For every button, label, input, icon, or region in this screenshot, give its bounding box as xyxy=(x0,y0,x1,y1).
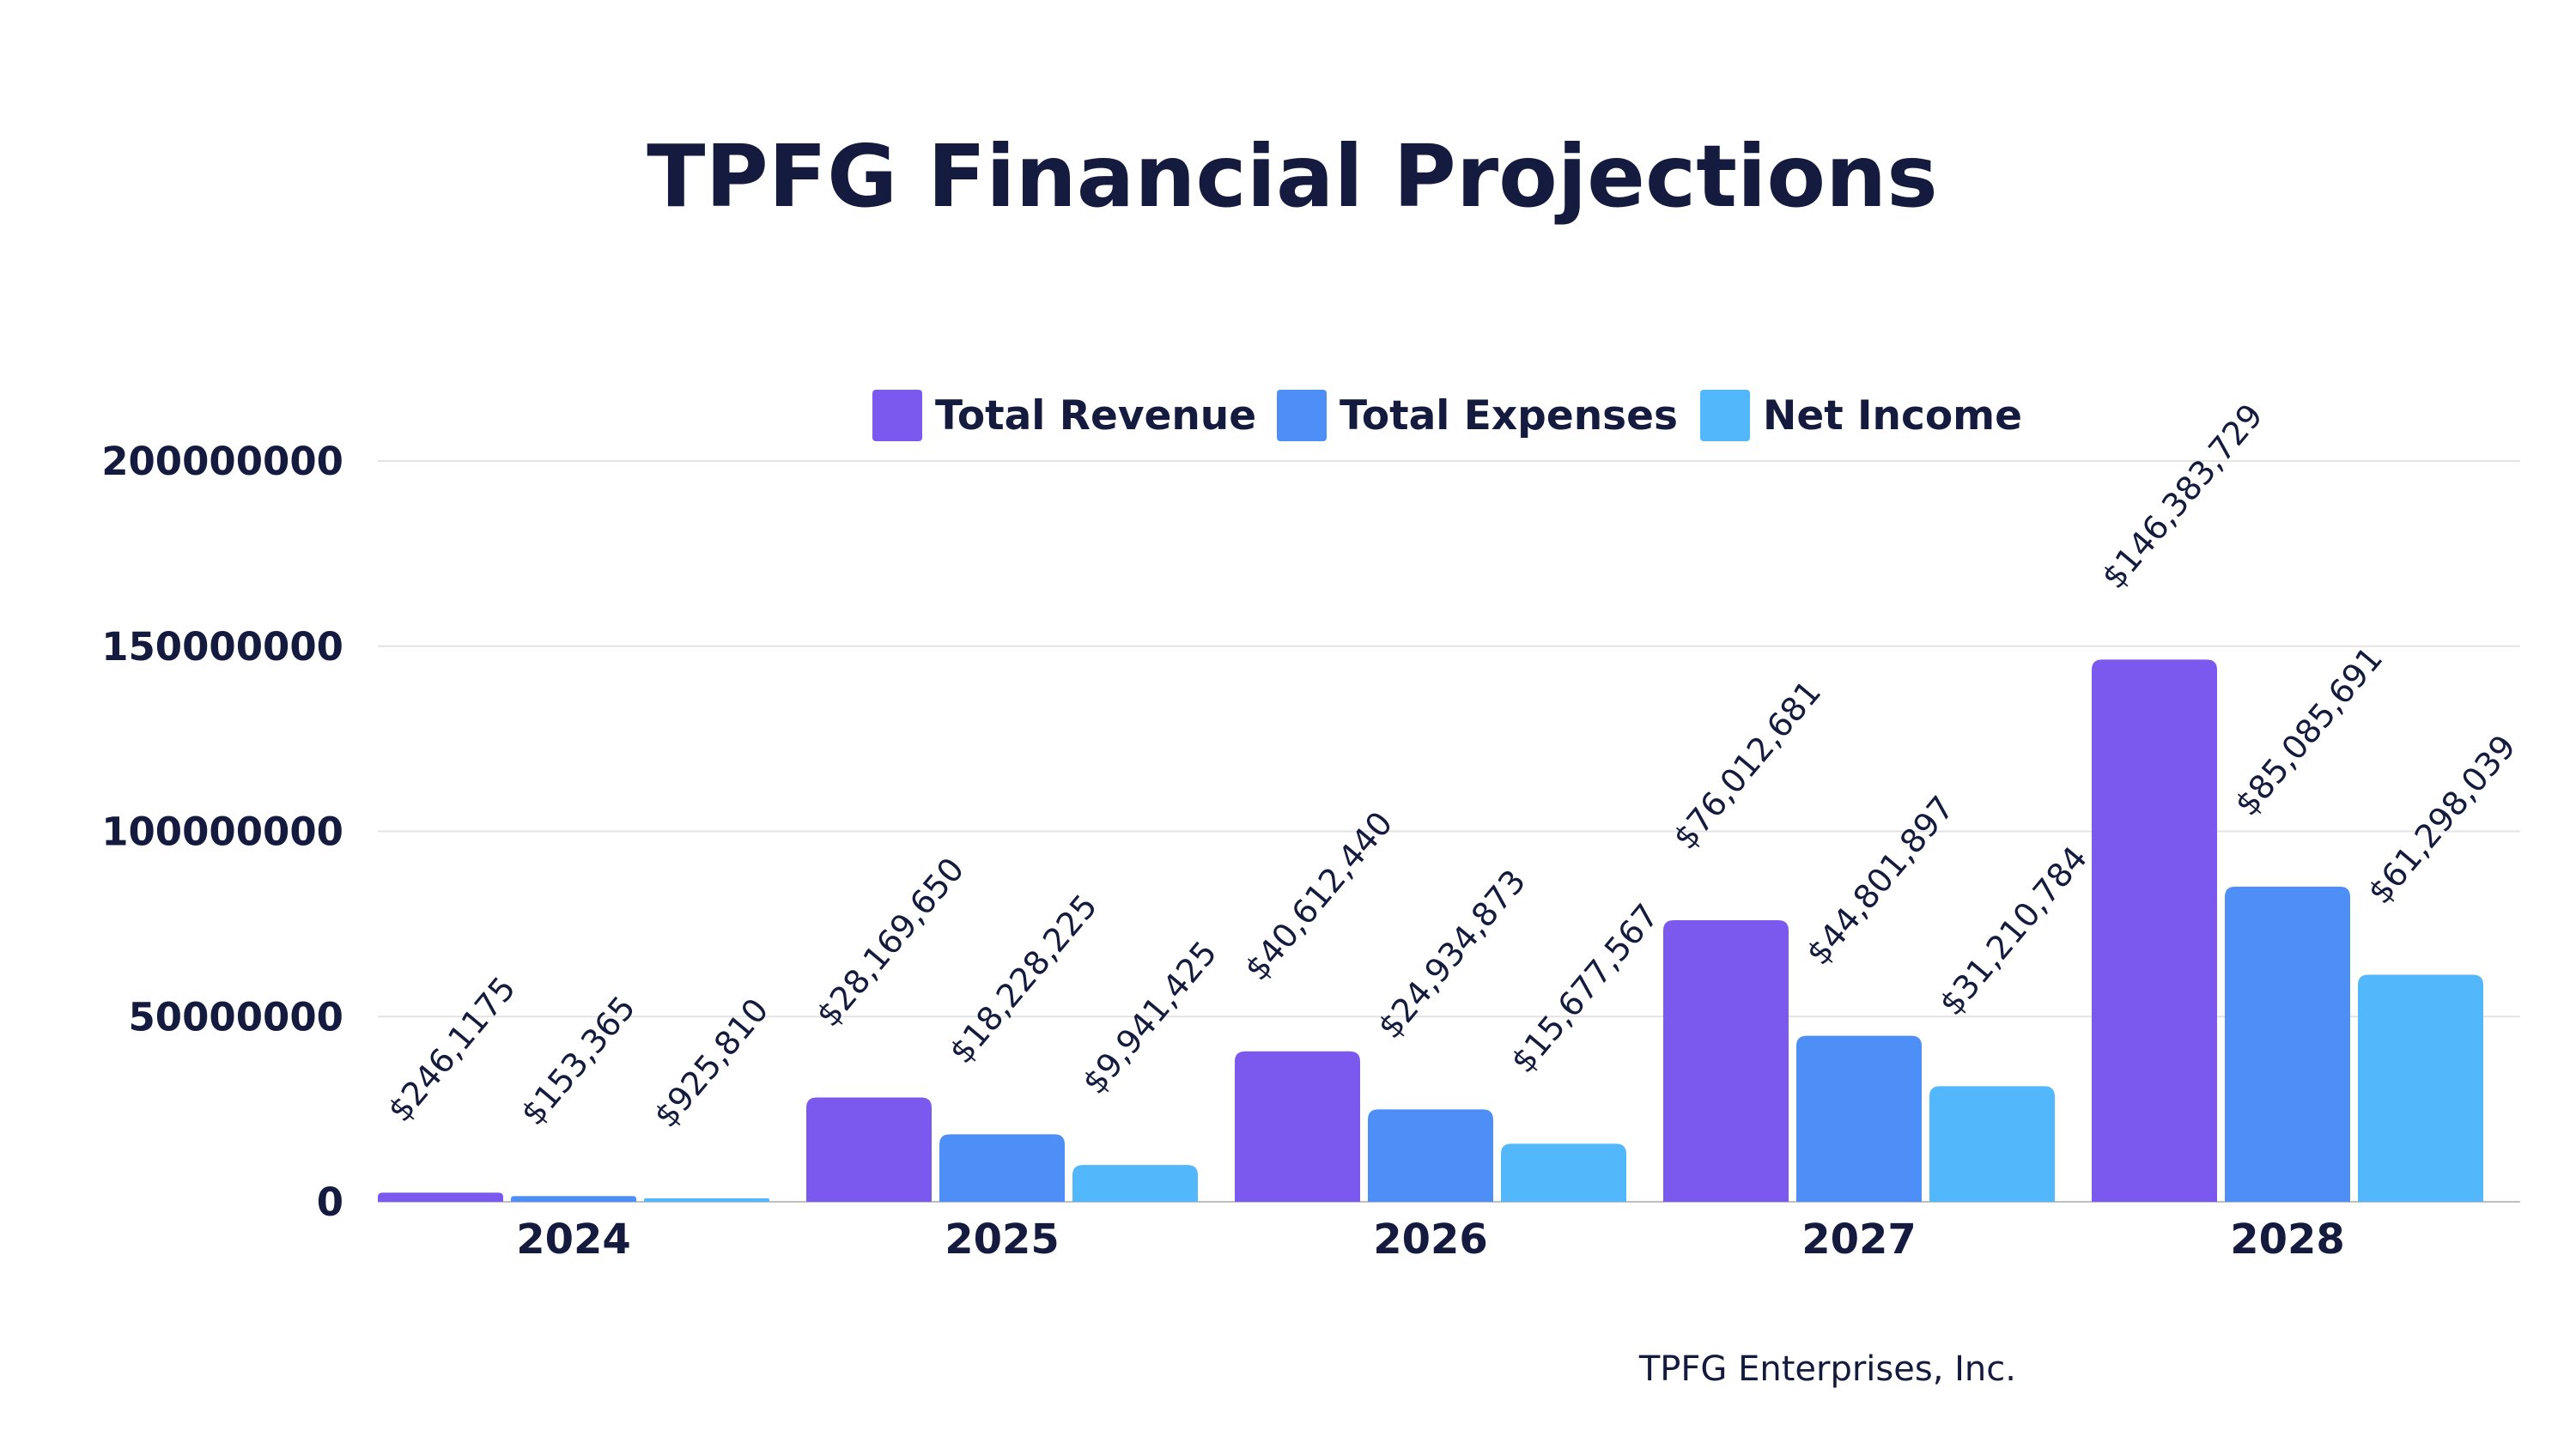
bar xyxy=(2092,659,2217,1202)
y-axis: 0 50000000 100000000 150000000 200000000 xyxy=(101,439,343,1225)
legend-label: Total Expenses xyxy=(1340,392,1678,440)
x-tick-label: 2025 xyxy=(945,1216,1060,1264)
bar xyxy=(806,1097,932,1202)
legend-label: Total Revenue xyxy=(935,392,1256,440)
data-label: $24,934,873 xyxy=(1370,863,1533,1046)
data-label: $18,228,225 xyxy=(942,888,1104,1070)
footer-text: TPFG Enterprises, Inc. xyxy=(1638,1349,2016,1389)
bar xyxy=(2358,974,2483,1202)
bar xyxy=(511,1196,636,1202)
legend-swatch xyxy=(872,390,922,441)
data-label: $15,677,567 xyxy=(1504,897,1666,1080)
y-tick-label: 200000000 xyxy=(101,439,343,484)
y-tick-label: 100000000 xyxy=(101,809,343,855)
bar xyxy=(1072,1165,1198,1202)
bar xyxy=(1501,1143,1626,1202)
bars xyxy=(378,659,2483,1202)
bar xyxy=(644,1198,769,1202)
x-tick-label: 2027 xyxy=(1801,1216,1917,1264)
legend-label: Net Income xyxy=(1763,392,2022,440)
data-label: $61,298,039 xyxy=(2360,728,2523,911)
data-label: $925,810 xyxy=(647,991,775,1135)
data-label: $146,383,729 xyxy=(2094,397,2270,596)
y-tick-label: 50000000 xyxy=(129,994,344,1040)
x-tick-label: 2026 xyxy=(1373,1216,1488,1264)
bar xyxy=(1796,1035,1922,1202)
data-label: $76,012,681 xyxy=(1666,673,1828,856)
legend: Total Revenue Total Expenses Net Income xyxy=(872,390,2022,441)
x-tick-label: 2024 xyxy=(516,1216,631,1264)
data-label: $44,801,897 xyxy=(1799,789,1961,972)
bar xyxy=(1368,1109,1493,1202)
data-label: $9,941,425 xyxy=(1075,934,1224,1101)
bar xyxy=(378,1192,503,1202)
x-tick-label: 2028 xyxy=(2230,1216,2345,1264)
y-tick-label: 150000000 xyxy=(101,624,343,670)
legend-swatch xyxy=(1700,390,1750,441)
data-label: $31,210,784 xyxy=(1932,840,2094,1022)
data-label: $153,365 xyxy=(513,989,642,1132)
bar xyxy=(1235,1051,1360,1202)
bar xyxy=(1929,1086,2055,1202)
x-axis: 2024 2025 2026 2027 2028 xyxy=(516,1216,2345,1264)
bar xyxy=(2225,886,2350,1202)
y-tick-label: 0 xyxy=(317,1179,343,1225)
bar xyxy=(939,1134,1065,1202)
chart-title: TPFG Financial Projections xyxy=(647,126,1937,227)
data-label: $28,169,650 xyxy=(809,851,971,1034)
bar xyxy=(1663,920,1789,1202)
legend-swatch xyxy=(1277,390,1327,441)
data-label: $85,085,691 xyxy=(2227,640,2390,822)
data-label: $246,1175 xyxy=(380,969,523,1129)
